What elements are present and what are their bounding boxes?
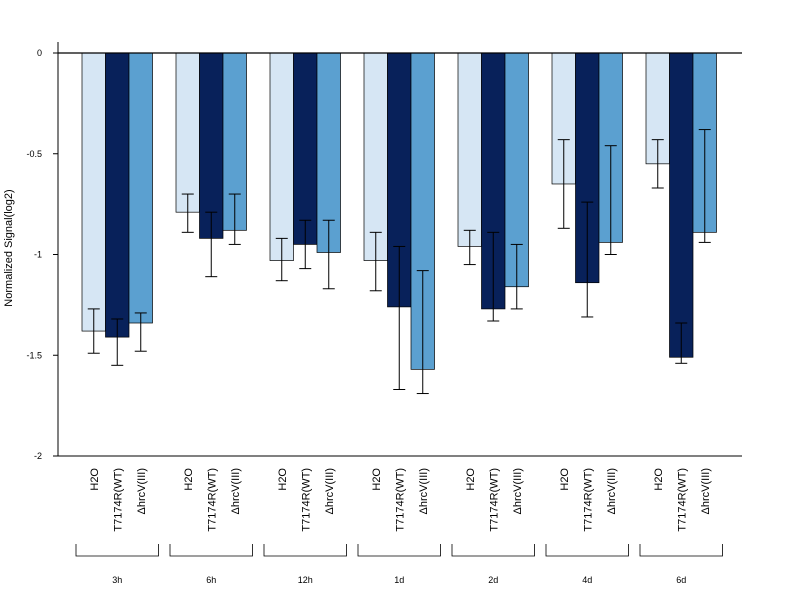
error-bars-layer [87, 129, 711, 395]
group-label: 4d [582, 575, 592, 585]
x-category-label: T7174R(WT) [112, 468, 124, 532]
x-category-label: H2O [183, 468, 195, 491]
y-axis-label: Normalized Signal(log2) [3, 189, 15, 306]
group-brackets: 3h 6h 12h 1d 2d 4d 6d [75, 544, 723, 585]
bar [105, 52, 130, 338]
x-category-label: ΔhrcV(III) [418, 468, 430, 514]
y-tick-label: 0 [37, 48, 42, 58]
x-category-label: ΔhrcV(III) [230, 468, 242, 514]
group-bracket [169, 544, 253, 557]
x-category-label: T7174R(WT) [206, 468, 218, 532]
group-bracket [639, 544, 723, 557]
bar [175, 52, 200, 213]
y-axis-ticks: 0 -0.5 -1 -1.5 -2 [26, 48, 58, 461]
x-category-label: T7174R(WT) [394, 468, 406, 532]
y-tick-label: -0.5 [26, 149, 42, 159]
x-category-label: ΔhrcV(III) [136, 468, 148, 514]
x-axis-category-labels: H2O T7174R(WT) ΔhrcV(III) H2O T7174R(WT) Δhrc… [89, 468, 712, 532]
y-tick-label: -1.5 [26, 350, 42, 360]
bar [199, 52, 224, 239]
group-bracket [451, 544, 535, 557]
group-bracket [263, 544, 347, 557]
bar [669, 52, 694, 358]
group-label: 3h [112, 575, 122, 585]
x-category-label: H2O [89, 468, 101, 491]
x-category-label: ΔhrcV(III) [606, 468, 618, 514]
bar [81, 52, 106, 332]
x-category-label: H2O [277, 468, 289, 491]
group-label: 12h [298, 575, 313, 585]
group-label: 1d [394, 575, 404, 585]
group-label: 6h [206, 575, 216, 585]
bar [293, 52, 318, 245]
x-category-label: H2O [559, 468, 571, 491]
group-label: 2d [488, 575, 498, 585]
group-bracket [545, 544, 629, 557]
x-category-label: H2O [653, 468, 665, 491]
x-category-label: ΔhrcV(III) [512, 468, 524, 514]
y-tick-label: -1 [34, 250, 42, 260]
group-bracket [357, 544, 441, 557]
x-category-label: T7174R(WT) [300, 468, 312, 532]
x-category-label: H2O [465, 468, 477, 491]
x-category-label: ΔhrcV(III) [700, 468, 712, 514]
y-tick-label: -2 [34, 451, 42, 461]
group-bracket [75, 544, 159, 557]
x-category-label: T7174R(WT) [582, 468, 594, 532]
bar [363, 52, 388, 261]
bar [457, 52, 482, 247]
x-category-label: T7174R(WT) [488, 468, 500, 532]
x-category-label: ΔhrcV(III) [324, 468, 336, 514]
x-category-label: T7174R(WT) [676, 468, 688, 532]
x-category-label: H2O [371, 468, 383, 491]
bar [269, 52, 294, 261]
group-label: 6d [676, 575, 686, 585]
bar [128, 52, 153, 324]
